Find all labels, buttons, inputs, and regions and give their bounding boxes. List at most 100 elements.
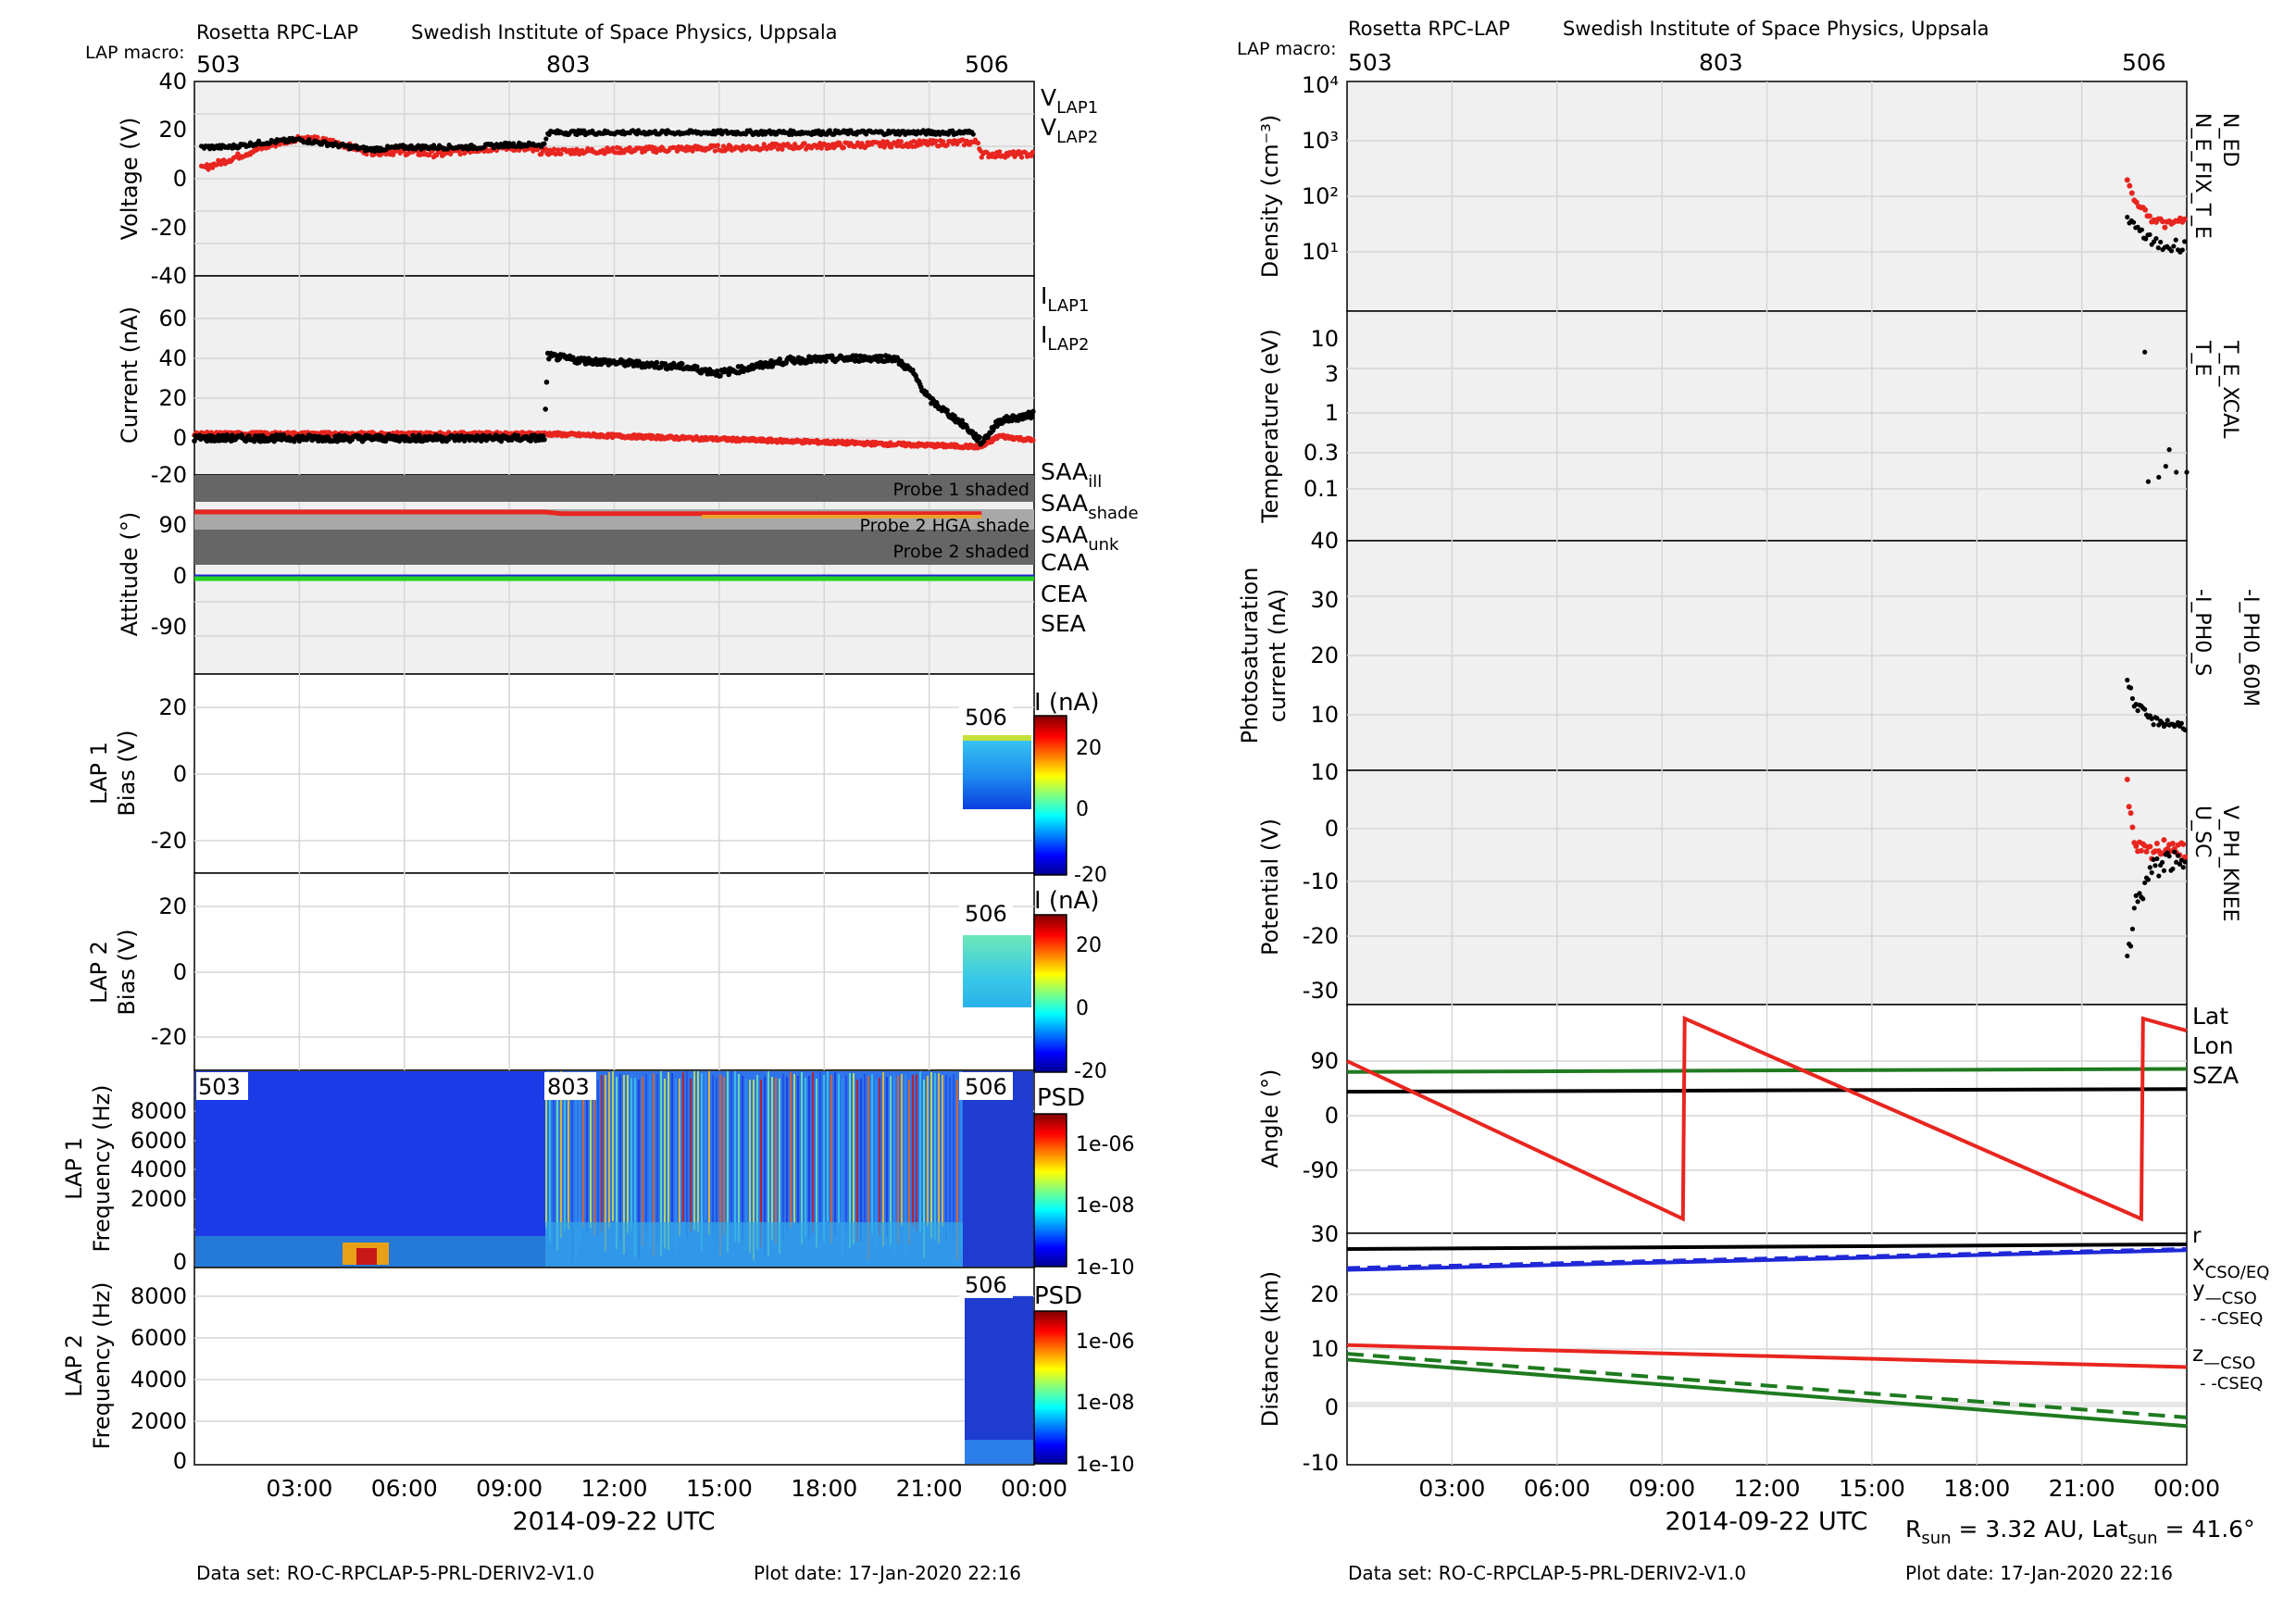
x-tick-label: 15:00 bbox=[686, 1475, 753, 1502]
x-tick-label: 03:00 bbox=[266, 1475, 332, 1502]
y-tick-label: -20 bbox=[1303, 923, 1339, 949]
potential-usc-point bbox=[2159, 859, 2165, 866]
temperature-point bbox=[2145, 479, 2152, 484]
svg-text:20: 20 bbox=[1076, 737, 1102, 760]
spectrogram-stripe bbox=[549, 1075, 551, 1243]
potential-usc-point bbox=[2145, 877, 2152, 882]
spectrogram-stripe bbox=[942, 1075, 943, 1227]
spectrogram-stripe bbox=[797, 1076, 799, 1226]
voltage-lap2-point bbox=[1029, 153, 1034, 158]
spectrogram-stripe bbox=[753, 1080, 755, 1261]
voltage-lap2-point bbox=[802, 141, 807, 146]
voltage-lap2-point bbox=[1018, 155, 1025, 160]
spectrogram-stripe bbox=[668, 1072, 669, 1250]
distance-legend-item: xCSO/EQ bbox=[2192, 1252, 2269, 1282]
y-tick-label: -90 bbox=[151, 614, 187, 640]
spectrogram-stripe bbox=[760, 1080, 762, 1248]
spectrogram-stripe bbox=[812, 1072, 814, 1233]
bias1-ylabel-1: LAP 1 bbox=[86, 742, 112, 805]
y-tick-label: 40 bbox=[1310, 528, 1339, 554]
spec1-colorbar: PSD 1e-06 1e-08 1e-10 bbox=[1033, 1084, 1134, 1280]
y-tick-label: 0 bbox=[1325, 816, 1339, 842]
density-ned-point bbox=[2146, 213, 2152, 219]
voltage-lap2-point bbox=[551, 146, 557, 152]
y-tick-label: 0 bbox=[173, 1249, 187, 1275]
spectrogram-stripe bbox=[619, 1074, 621, 1239]
potential-usc-point bbox=[2177, 861, 2183, 868]
density-nefix-point bbox=[2153, 235, 2159, 242]
spectrogram-stripe bbox=[734, 1071, 736, 1243]
photo-point bbox=[2165, 718, 2170, 723]
bias1-spectrogram bbox=[963, 735, 1031, 809]
spec2-ylabel-2: Frequency (Hz) bbox=[89, 1282, 115, 1450]
voltage-lap2-point bbox=[315, 134, 320, 140]
y-tick-label: 4000 bbox=[131, 1156, 187, 1182]
spectrogram-stripe bbox=[605, 1075, 606, 1252]
voltage-lap2-point bbox=[841, 144, 847, 151]
density-nefix-point bbox=[2125, 214, 2130, 220]
voltage-lap2-point bbox=[961, 143, 967, 148]
current-lap1-point bbox=[546, 356, 552, 362]
y-tick-label: 20 bbox=[158, 893, 187, 919]
spectrogram-stripe bbox=[901, 1074, 903, 1226]
potential-usc-point bbox=[2140, 896, 2146, 902]
voltage-lap2-point bbox=[277, 142, 282, 147]
current-lap1-point bbox=[543, 406, 548, 412]
spectrogram-stripe bbox=[671, 1073, 673, 1222]
x-tick-label: 09:00 bbox=[1628, 1475, 1695, 1502]
spectrogram-stripe bbox=[564, 1077, 566, 1231]
attitude-legend-item: SAAunk bbox=[1041, 521, 1119, 555]
spectrogram-stripe bbox=[582, 1073, 584, 1228]
spectrogram-stripe bbox=[842, 1078, 843, 1258]
bias2-colorbar: I (nA) 20 0 -20 bbox=[1033, 887, 1107, 1083]
temperature-point bbox=[2163, 464, 2168, 469]
spectrogram-stripe bbox=[553, 1079, 555, 1249]
photo-legend-red: -I_PH0_60M bbox=[2239, 589, 2262, 706]
current-lap1-point bbox=[977, 434, 982, 441]
voltage-lap1-point bbox=[501, 144, 506, 150]
right-date-label: 2014-09-22 UTC bbox=[1665, 1507, 1867, 1536]
spectrogram-stripe bbox=[897, 1076, 899, 1244]
lat-line bbox=[1346, 1087, 2188, 1094]
potential-usc-point bbox=[2149, 869, 2154, 876]
spectrogram-stripe bbox=[945, 1075, 947, 1241]
spectrogram-stripe bbox=[786, 1077, 788, 1231]
density-nefix-point bbox=[2135, 224, 2140, 230]
svg-text:1e-06: 1e-06 bbox=[1076, 1133, 1134, 1156]
distance-legend-item: - -CSEQ bbox=[2200, 1374, 2263, 1393]
spectrogram-stripe bbox=[571, 1080, 573, 1264]
spectrogram-stripe bbox=[634, 1078, 636, 1258]
current-lap1-point bbox=[542, 436, 547, 443]
y-tick-label: 10 bbox=[1310, 702, 1339, 728]
current-lap1-point bbox=[515, 432, 521, 439]
spectrogram-stripe bbox=[779, 1079, 780, 1254]
left-date-label: 2014-09-22 UTC bbox=[512, 1507, 715, 1536]
spectrogram-stripe bbox=[690, 1079, 692, 1232]
right-plot-date: Plot date: 17-Jan-2020 22:16 bbox=[1905, 1562, 2173, 1584]
potential-usc-point bbox=[2174, 859, 2179, 865]
y-tick-label: -20 bbox=[151, 828, 187, 854]
y-tick-label: 4000 bbox=[131, 1367, 187, 1393]
attitude-legend-item: SEA bbox=[1041, 610, 1086, 637]
potential-usc-point bbox=[2137, 891, 2142, 896]
voltage-lap2-point bbox=[898, 139, 904, 144]
current-lap1-point bbox=[1009, 418, 1015, 424]
y-tick-label: 0 bbox=[173, 761, 187, 787]
spectrogram-stripe bbox=[953, 1074, 955, 1239]
x-tick-label: 21:00 bbox=[2049, 1475, 2115, 1502]
distance-legend-item: z—CSO bbox=[2192, 1343, 2255, 1373]
x-tick-label: 12:00 bbox=[580, 1475, 647, 1502]
spectrogram-stripe bbox=[816, 1079, 817, 1248]
attitude-ylabel: Attitude (°) bbox=[117, 512, 143, 636]
potential-usc-point bbox=[2133, 893, 2139, 898]
y-tick-label: -20 bbox=[151, 215, 187, 241]
spectrogram-stripe bbox=[882, 1072, 884, 1247]
temperature-point bbox=[2142, 349, 2148, 355]
z-cso-line bbox=[1346, 1248, 2188, 1272]
y-tick-label: 0 bbox=[1325, 1103, 1339, 1129]
potential-vph-point bbox=[2169, 841, 2176, 847]
voltage-lap1-point bbox=[970, 131, 976, 137]
spec1-spectrogram bbox=[195, 1071, 1033, 1267]
x-line bbox=[1346, 1343, 2188, 1369]
